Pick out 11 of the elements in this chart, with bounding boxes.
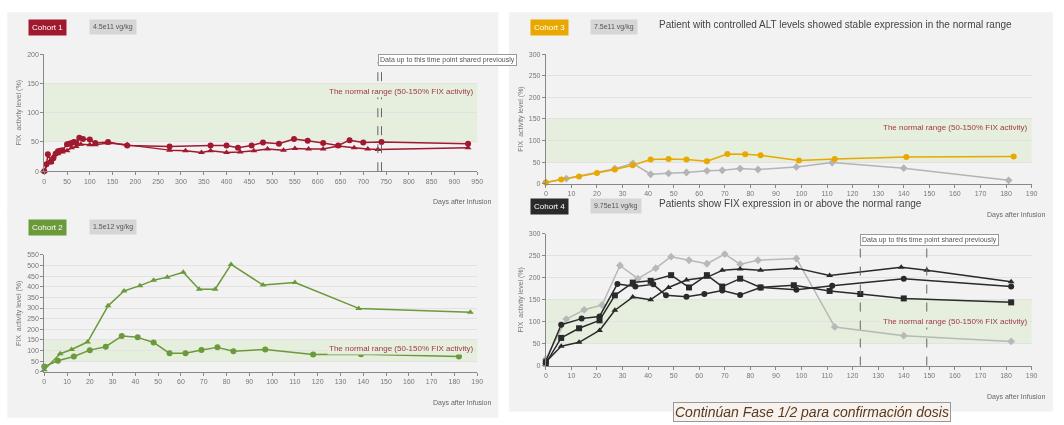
chart-title: Cohort 1 xyxy=(32,23,64,32)
text: Patients show FIX expression in or above the normal range xyxy=(659,198,922,209)
band-label: The normal range (50-150% FIX activity) xyxy=(883,317,1028,326)
chart-title: Cohort 4 xyxy=(534,202,566,211)
text: Continúan Fase 1/2 para confirmación dosis xyxy=(675,404,949,420)
text: Patient with controlled ALT levels showed stable expression in the normal range xyxy=(659,19,1013,30)
band-label: The normal range (50-150% FIX activity) xyxy=(329,87,474,96)
band-label: The normal range (50-150% FIX activity) xyxy=(329,344,474,353)
chart-title: Cohort 2 xyxy=(32,223,64,232)
chart-title: Cohort 3 xyxy=(534,23,566,32)
band-label: The normal range (50-150% FIX activity) xyxy=(883,123,1028,132)
